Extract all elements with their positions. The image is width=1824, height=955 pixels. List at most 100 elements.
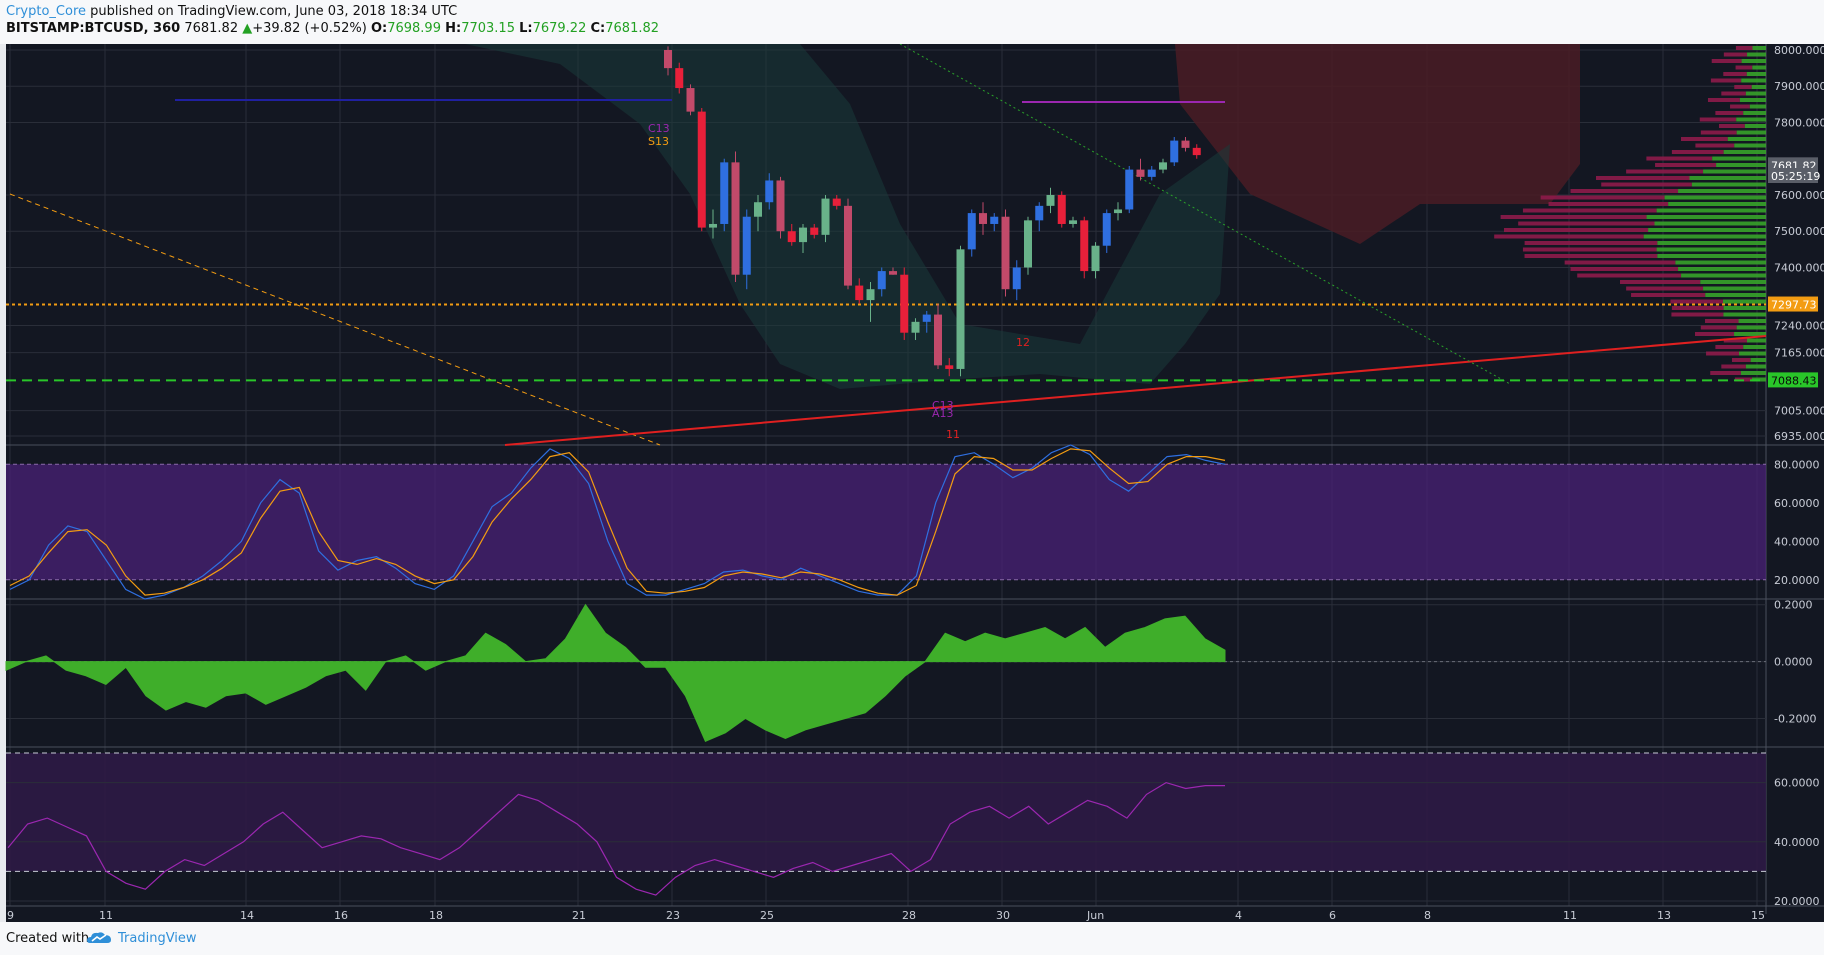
- y-tick-label: 60.0000: [1774, 777, 1820, 790]
- volume-profile-bar: [1727, 137, 1766, 141]
- volume-profile-bar: [1524, 241, 1658, 245]
- volume-profile-bar: [1739, 98, 1766, 102]
- open-value: 7698.99: [387, 21, 441, 36]
- x-tick-label: 4: [1235, 909, 1242, 922]
- candle-body: [844, 205, 852, 286]
- chart-header: Crypto_Core published on TradingView.com…: [0, 0, 1824, 44]
- candle-body: [765, 180, 774, 203]
- y-tick-label: 20.0000: [1774, 574, 1820, 587]
- volume-profile-bar: [1715, 345, 1744, 349]
- x-tick-label: 13: [1657, 909, 1671, 922]
- high-value: 7703.15: [461, 21, 515, 36]
- rsi-band-fill: [6, 753, 1766, 872]
- sequence-annotation: C13: [648, 122, 670, 135]
- volume-profile-bar: [1648, 228, 1766, 232]
- y-tick-label: 20.0000: [1774, 895, 1820, 908]
- x-tick-label: 11: [1563, 909, 1577, 922]
- candle-body: [911, 321, 920, 333]
- volume-profile-bar: [1671, 306, 1724, 310]
- volume-profile-bar: [1494, 234, 1644, 239]
- volume-profile-bar: [1710, 78, 1742, 83]
- volume-profile-bar: [1743, 111, 1766, 115]
- volume-profile-bar: [1643, 234, 1766, 239]
- volume-profile-bar: [1646, 215, 1766, 219]
- y-tick-label: 7400.0000: [1774, 261, 1824, 274]
- volume-profile-bar: [1626, 169, 1704, 174]
- candle-body: [754, 202, 762, 217]
- volume-profile-bar: [1570, 189, 1679, 193]
- momentum-area: [5, 603, 1226, 742]
- volume-profile-bar: [1631, 293, 1706, 297]
- volume-profile-bar: [1739, 351, 1766, 356]
- candle-body: [1091, 245, 1100, 272]
- candle-body: [900, 274, 909, 333]
- ichimoku-cloud: [1175, 44, 1580, 244]
- candle-body: [889, 271, 897, 275]
- candle-body: [1012, 267, 1021, 290]
- created-with-text: Created with: [6, 931, 90, 946]
- volume-profile-bar: [1705, 293, 1766, 297]
- sequence-annotation: A13: [932, 407, 954, 420]
- volume-profile-bar: [1711, 59, 1742, 63]
- high-label: H:: [445, 21, 462, 36]
- volume-profile-bar: [1749, 104, 1766, 109]
- volume-profile-bar: [1746, 72, 1766, 76]
- volume-profile-bar: [1681, 137, 1728, 141]
- x-tick-label: 14: [240, 909, 254, 922]
- volume-profile-bar: [1730, 104, 1750, 109]
- candle-body: [686, 88, 695, 112]
- volume-profile-bar: [1668, 202, 1766, 206]
- candle-body: [1069, 220, 1077, 224]
- volume-profile-bar: [1655, 163, 1717, 167]
- volume-profile-bar: [1750, 358, 1766, 362]
- candle-body: [731, 162, 740, 275]
- volume-profile-bar: [1675, 260, 1766, 265]
- x-tick-label: 21: [572, 909, 586, 922]
- price-label: 05:25:19: [1771, 170, 1820, 183]
- candle-body: [697, 111, 706, 228]
- volume-profile-bar: [1654, 221, 1766, 226]
- candle-body: [787, 231, 796, 243]
- y-tick-label: -0.2000: [1774, 713, 1816, 726]
- candle-body: [1057, 194, 1066, 224]
- volume-profile-bar: [1518, 221, 1655, 226]
- candle-body: [990, 216, 999, 224]
- volume-profile-bar: [1695, 143, 1735, 148]
- volume-profile-bar: [1718, 124, 1745, 128]
- up-arrow-icon: ▲: [242, 21, 253, 36]
- y-tick-label: 60.0000: [1774, 497, 1820, 510]
- volume-profile-bar: [1646, 156, 1713, 161]
- volume-profile-bar: [1703, 286, 1766, 291]
- orange-dashed-trendline: [9, 193, 661, 446]
- publish-line: Crypto_Core published on TradingView.com…: [6, 4, 457, 19]
- tradingview-link[interactable]: TradingView: [118, 931, 197, 946]
- volume-profile-bar: [1738, 319, 1766, 323]
- volume-profile-bar: [1664, 195, 1766, 200]
- volume-profile-bar: [1745, 364, 1766, 369]
- chart-area[interactable]: 9 11 14 16 18 21 23 25 28 30 Jun 4 6 8 11 13 15 8000.0000…: [0, 44, 1824, 922]
- volume-profile-bar: [1657, 254, 1766, 258]
- symbol-line: BITSTAMP:BTCUSD, 360 7681.82 ▲+39.82 (+0…: [6, 21, 659, 36]
- volume-profile-bar: [1700, 325, 1737, 330]
- candle-body: [720, 162, 729, 224]
- volume-profile-bar: [1752, 46, 1766, 50]
- y-tick-label: 7240.0000: [1774, 319, 1824, 332]
- y-tick-label: 0.0000: [1774, 656, 1813, 669]
- candle-body: [799, 227, 807, 243]
- volume-profile-bar: [1705, 319, 1739, 323]
- volume-profile-bar: [1743, 345, 1766, 349]
- sequence-annotation: S13: [648, 135, 669, 148]
- author-link[interactable]: Crypto_Core: [6, 4, 87, 19]
- candle-body: [675, 68, 684, 89]
- volume-profile-bar: [1716, 163, 1766, 167]
- candle-body: [1001, 216, 1010, 290]
- candle-body: [1035, 205, 1044, 221]
- volume-profile-bar: [1656, 247, 1766, 252]
- volume-profile-bar: [1731, 358, 1751, 362]
- candle-body: [1181, 140, 1190, 148]
- candle-body: [956, 249, 965, 369]
- volume-profile-bar: [1681, 273, 1766, 278]
- candle-body: [945, 365, 954, 369]
- volume-profile-bar: [1703, 169, 1766, 174]
- y-tick-label: 7800.0000: [1774, 116, 1824, 129]
